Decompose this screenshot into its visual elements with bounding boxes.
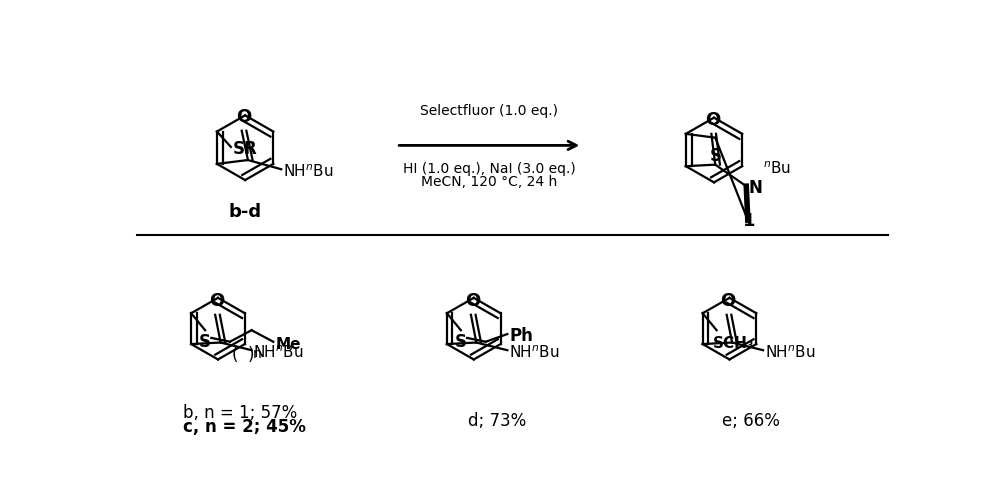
Text: MeCN, 120 °C, 24 h: MeCN, 120 °C, 24 h: [421, 175, 557, 189]
Text: O: O: [721, 292, 736, 310]
Text: (: (: [231, 346, 238, 364]
Text: Selectfluor (1.0 eq.): Selectfluor (1.0 eq.): [420, 105, 558, 118]
Text: b, n = 1; 57%: b, n = 1; 57%: [183, 404, 297, 422]
Text: O: O: [705, 111, 721, 129]
Text: $^n$Bu: $^n$Bu: [763, 160, 791, 177]
Text: O: O: [209, 292, 224, 310]
Text: Ph: Ph: [510, 326, 534, 345]
Text: NH$^n$Bu: NH$^n$Bu: [765, 344, 815, 361]
Text: S: S: [199, 333, 211, 352]
Text: N: N: [749, 179, 762, 197]
Text: c, n = 2; 45%: c, n = 2; 45%: [183, 418, 306, 436]
Text: S: S: [709, 147, 721, 165]
Text: SCH₃: SCH₃: [713, 336, 754, 352]
Text: SR: SR: [232, 140, 257, 158]
Text: NH$^n$Bu: NH$^n$Bu: [283, 163, 333, 180]
Text: O: O: [465, 292, 480, 310]
Text: O: O: [236, 108, 251, 126]
Text: HI (1.0 eq.), NaI (3.0 eq.): HI (1.0 eq.), NaI (3.0 eq.): [403, 162, 576, 176]
Text: e; 66%: e; 66%: [722, 412, 780, 430]
Text: 1: 1: [743, 211, 755, 230]
Text: d; 73%: d; 73%: [468, 412, 526, 430]
Text: b-d: b-d: [229, 203, 262, 221]
Text: NH$^n$Bu: NH$^n$Bu: [509, 344, 559, 361]
Text: NH$^n$Bu: NH$^n$Bu: [253, 344, 304, 361]
Text: ): ): [248, 346, 254, 364]
Text: S: S: [455, 333, 467, 352]
Text: Me: Me: [276, 337, 301, 352]
Text: n: n: [253, 347, 262, 361]
